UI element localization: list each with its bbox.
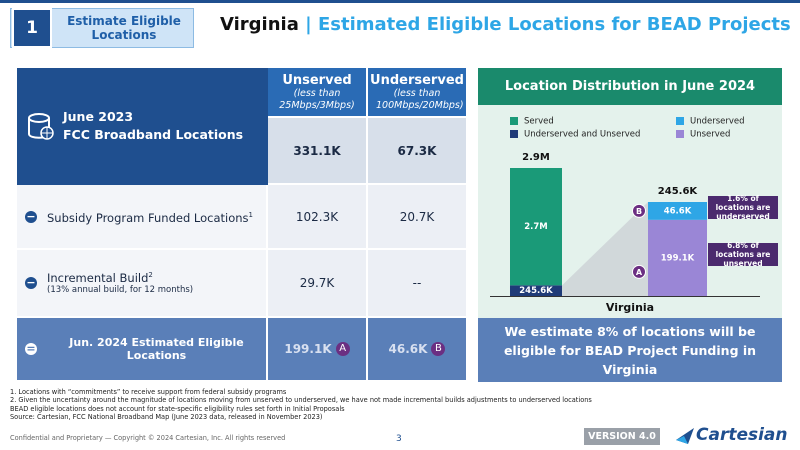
x-axis-label: Virginia — [606, 301, 654, 314]
annotation: 1.6% of locations are underserved — [715, 194, 771, 221]
row-note: (13% annual build, for 12 months) — [47, 285, 194, 296]
total-value: 46.6K — [388, 342, 428, 356]
legend-swatch — [510, 117, 518, 125]
row-label-sup: 1 — [248, 210, 254, 219]
page-number: 3 — [396, 434, 402, 444]
legend-label: Underserved and Unserved — [524, 130, 640, 140]
corner-line: June 2023 — [63, 109, 134, 124]
baseline-value: 67.3K — [397, 143, 437, 158]
legend-swatch — [510, 130, 518, 138]
legend-swatch — [676, 117, 684, 125]
value-label: 245.6K — [519, 286, 553, 296]
column-header: Underserved (less than 100Mbps/20Mbps) — [368, 68, 468, 118]
database-icon — [28, 113, 54, 140]
column-note: (less than 100Mbps/20Mbps) — [376, 87, 464, 111]
total-value-cell: 46.6K B — [368, 318, 468, 382]
total-marker: B — [431, 342, 446, 356]
top-rule — [0, 0, 800, 3]
legend-label: Served — [524, 117, 554, 127]
column-note: (less than 25Mbps/3Mbps) — [279, 87, 355, 111]
row-label: Subsidy Program Funded Locations1 — [47, 209, 253, 225]
segment-marker-label: B — [636, 207, 642, 216]
column-name: Underserved — [370, 72, 464, 88]
total-marker: A — [335, 342, 350, 356]
title-text: Estimated Eligible Locations for BEAD Pr… — [318, 14, 791, 35]
corner-cell: June 2023 FCC Broadband Locations — [17, 68, 268, 185]
row-label-text: Subsidy Program Funded Locations — [47, 210, 249, 225]
row-value: 20.7K — [399, 209, 435, 224]
minus-icon: − — [25, 276, 37, 289]
step-number: 1 — [26, 18, 38, 38]
legend-label: Underserved — [690, 117, 745, 127]
value-label: 2.7M — [524, 222, 548, 232]
column-name: Unserved — [282, 72, 352, 88]
total-label: 245.6K — [658, 186, 699, 197]
step-badge: 1 — [12, 8, 52, 48]
total-label: Jun. 2024 Estimated Eligible Locations — [69, 336, 244, 362]
total-value: 199.1K — [284, 342, 332, 356]
baseline-value: 331.1K — [293, 143, 341, 158]
bar-segment — [510, 285, 562, 296]
segment-marker — [632, 264, 646, 279]
baseline-cell: 67.3K — [368, 118, 468, 185]
annotation-box: 6.8% of locations are unserved — [708, 241, 778, 268]
row-label-line: Subsidy Program Funded Locations1 — [47, 209, 253, 225]
segment-marker — [632, 203, 646, 218]
footnote: BEAD eligible locations does not account… — [10, 404, 345, 413]
chart-header: Location Distribution in June 2024 — [478, 68, 782, 105]
row-value-cell: 20.7K — [368, 185, 468, 250]
total-label-cell: = Jun. 2024 Estimated Eligible Locations — [17, 318, 268, 382]
row-label-sup: 2 — [148, 270, 153, 279]
corner-line: FCC Broadband Locations — [63, 127, 244, 142]
conclusion: We estimate 8% of locations will be elig… — [503, 323, 757, 377]
row-label: Incremental Build2 (13% annual build, for… — [47, 269, 193, 298]
row-value: -- — [412, 276, 422, 290]
logo: Cartesian — [674, 424, 794, 448]
row-value: 29.7K — [299, 276, 335, 290]
title-separator: | — [305, 14, 312, 35]
logo-mark — [676, 428, 694, 444]
bar-segment — [648, 202, 707, 220]
footnote: 2. Given the uncertainty around the magn… — [10, 396, 592, 405]
equals-icon: = — [25, 342, 37, 355]
footnote: Source: Cartesian, FCC National Broadban… — [10, 413, 323, 422]
row-value-cell: 102.3K — [268, 185, 368, 250]
footnotes: 1. Locations with “commitments” to recei… — [10, 388, 592, 422]
annotation: 6.8% of locations are unserved — [715, 241, 771, 268]
version-badge: VERSION 4.0 — [584, 428, 660, 445]
bar-segment — [648, 219, 707, 296]
legend-swatch — [676, 130, 684, 138]
footnote: 1. Locations with “commitments” to recei… — [10, 388, 287, 396]
zoom-connector — [562, 202, 648, 296]
row-label-cell: − Subsidy Program Funded Locations1 — [17, 185, 268, 250]
segment-marker-label: A — [636, 268, 643, 277]
confidential: Confidential and Proprietary — Copyright… — [10, 434, 286, 442]
column-header: Unserved (less than 25Mbps/3Mbps) — [268, 68, 368, 118]
total-value-cell: 199.1K A — [268, 318, 368, 382]
chart: Served Underserved Underserved and Unserve… — [490, 117, 760, 314]
title: Virginia | Estimated Eligible Locations … — [220, 14, 791, 35]
logo-text: Cartesian — [696, 425, 788, 445]
conclusion-box: We estimate 8% of locations will be elig… — [478, 318, 782, 382]
row-value: 102.3K — [295, 209, 339, 224]
total-label: 2.9M — [522, 152, 550, 163]
section-label: Estimate Eligible Locations — [67, 14, 181, 42]
value-label: 46.6K — [664, 206, 692, 216]
row-label-line: Incremental Build2 — [47, 269, 193, 285]
version: VERSION 4.0 — [588, 431, 656, 442]
annotation-box: 1.6% of locations are underserved — [708, 194, 778, 221]
row-value-cell: 29.7K — [268, 250, 368, 318]
chart-title: Location Distribution in June 2024 — [504, 79, 756, 94]
row-value-cell: -- — [368, 250, 468, 318]
minus-icon: − — [25, 209, 37, 223]
legend-label: Unserved — [690, 130, 730, 140]
title-region: Virginia — [220, 14, 299, 35]
bar-segment — [510, 168, 562, 286]
row-label-text: Incremental Build — [47, 270, 149, 285]
row-label-cell: − Incremental Build2 (13% annual build, fo… — [17, 250, 268, 318]
value-label: 199.1K — [661, 253, 695, 263]
baseline-cell: 331.1K — [268, 118, 368, 185]
